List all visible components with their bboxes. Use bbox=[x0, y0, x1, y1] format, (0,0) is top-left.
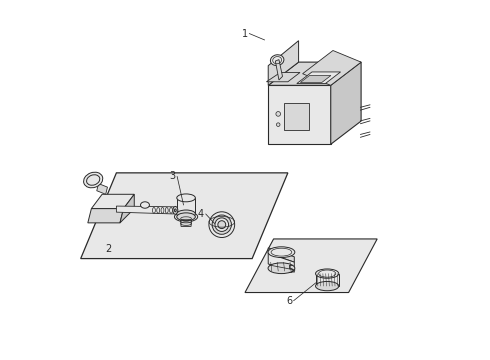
Ellipse shape bbox=[173, 206, 178, 214]
Ellipse shape bbox=[218, 221, 226, 229]
Ellipse shape bbox=[316, 282, 339, 291]
Ellipse shape bbox=[177, 210, 196, 218]
Polygon shape bbox=[268, 62, 361, 85]
Polygon shape bbox=[275, 60, 283, 80]
Polygon shape bbox=[284, 103, 309, 130]
Polygon shape bbox=[88, 208, 123, 223]
Polygon shape bbox=[97, 184, 107, 194]
Polygon shape bbox=[268, 248, 294, 262]
Polygon shape bbox=[268, 85, 331, 144]
Text: 1: 1 bbox=[242, 28, 248, 39]
Polygon shape bbox=[300, 76, 331, 82]
Ellipse shape bbox=[177, 194, 196, 202]
Polygon shape bbox=[92, 194, 134, 208]
Text: 2: 2 bbox=[105, 244, 112, 253]
Ellipse shape bbox=[268, 263, 295, 274]
Ellipse shape bbox=[276, 112, 281, 116]
Polygon shape bbox=[316, 274, 339, 286]
Ellipse shape bbox=[215, 218, 228, 231]
Ellipse shape bbox=[270, 55, 284, 66]
Polygon shape bbox=[177, 198, 196, 214]
Polygon shape bbox=[120, 194, 134, 223]
Ellipse shape bbox=[276, 123, 280, 126]
Polygon shape bbox=[267, 72, 300, 82]
Ellipse shape bbox=[209, 212, 235, 238]
Polygon shape bbox=[117, 206, 173, 214]
Ellipse shape bbox=[141, 202, 149, 208]
Ellipse shape bbox=[174, 209, 176, 212]
Polygon shape bbox=[268, 253, 294, 272]
Ellipse shape bbox=[177, 213, 196, 221]
Polygon shape bbox=[268, 41, 298, 85]
Polygon shape bbox=[245, 239, 377, 293]
Text: 5: 5 bbox=[287, 265, 293, 275]
Ellipse shape bbox=[212, 215, 231, 234]
Text: 6: 6 bbox=[286, 296, 292, 306]
Polygon shape bbox=[180, 217, 192, 226]
Polygon shape bbox=[297, 72, 341, 84]
Ellipse shape bbox=[84, 172, 103, 188]
Polygon shape bbox=[81, 173, 288, 258]
Polygon shape bbox=[303, 50, 361, 85]
Ellipse shape bbox=[268, 247, 295, 257]
Ellipse shape bbox=[174, 212, 197, 222]
Text: 3: 3 bbox=[169, 171, 175, 181]
Ellipse shape bbox=[316, 269, 339, 278]
Text: 4: 4 bbox=[198, 209, 204, 219]
Polygon shape bbox=[331, 62, 361, 144]
